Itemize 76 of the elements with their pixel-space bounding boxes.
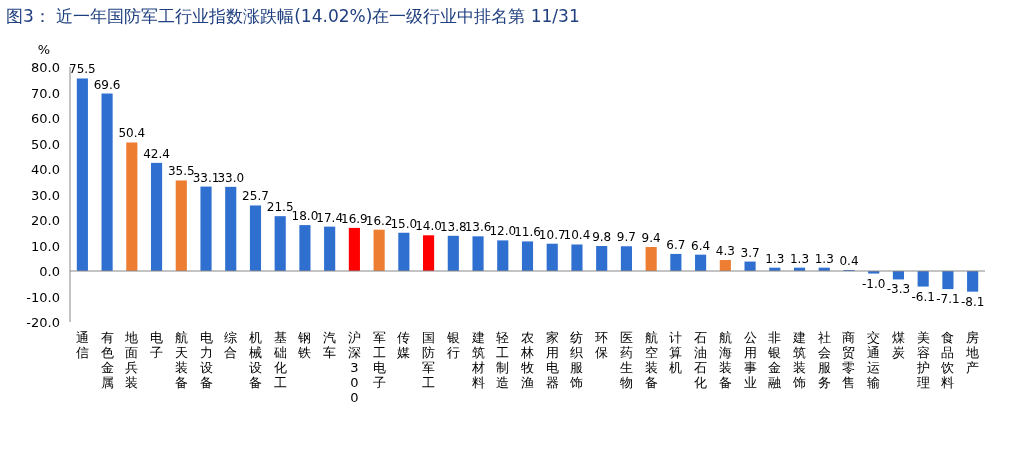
x-tick-label: 交通运输 — [867, 330, 881, 390]
x-tick-label: 汽车 — [323, 330, 337, 360]
y-tick-label: 40.0 — [31, 162, 60, 177]
data-label: 9.7 — [616, 230, 636, 245]
x-tick-label: 美容护理 — [915, 330, 930, 390]
data-label: 11.6 — [514, 225, 541, 240]
x-tick-label: 医药生物 — [619, 330, 633, 390]
data-label: 16.9 — [341, 211, 368, 226]
x-tick-label: 石油石化 — [694, 330, 708, 390]
data-label: 21.5 — [266, 200, 294, 215]
y-tick-label: 60.0 — [31, 111, 60, 126]
x-tick-label: 房地产 — [965, 330, 980, 375]
data-label: -1.0 — [862, 276, 886, 291]
x-tick-label: 建筑装饰 — [792, 330, 807, 390]
data-label: -7.1 — [936, 292, 960, 307]
data-label: 1.3 — [765, 251, 785, 266]
chart-title: 图3： 近一年国防军工行业指数涨跌幅(14.02%)在一级行业中排名第 11/31 — [6, 6, 580, 26]
x-tick-label: 社会服务 — [817, 330, 831, 390]
x-tick-label: 传媒 — [397, 330, 411, 360]
x-tick-label: 公用事业 — [743, 330, 757, 390]
y-tick-label: 10.0 — [31, 238, 60, 254]
data-label: 69.6 — [93, 77, 121, 92]
y-tick-label: 0.0 — [39, 264, 60, 279]
x-tick-label: 航空装备 — [644, 330, 658, 390]
data-label: 9.8 — [592, 230, 612, 245]
x-tick-label: 电子 — [150, 330, 164, 360]
x-tick-label: 银行 — [445, 330, 460, 360]
data-label: 3.7 — [740, 245, 760, 260]
y-axis-title: % — [37, 42, 51, 57]
y-tick-label: 50.0 — [31, 136, 60, 152]
data-label: -3.3 — [886, 282, 911, 297]
x-tick-label: 食品饮料 — [940, 330, 955, 390]
x-tick-label: 商贸零售 — [842, 330, 856, 390]
x-tick-label: 综合 — [224, 330, 238, 360]
x-tick-label: 地面兵装 — [124, 330, 139, 390]
x-tick-label: 沪深300 — [347, 330, 361, 405]
x-tick-label: 钢铁 — [297, 330, 312, 360]
y-tick-label: -10.0 — [26, 289, 60, 305]
y-tick-label: 20.0 — [31, 213, 60, 228]
data-label: 50.4 — [118, 126, 146, 141]
x-tick-label: 非银金融 — [767, 330, 782, 390]
data-label: 33.0 — [217, 170, 245, 185]
x-tick-label: 家用电器 — [545, 330, 559, 390]
x-tick-label: 国防军工 — [422, 330, 436, 390]
x-tick-label: 军工电子 — [372, 330, 386, 390]
x-tick-label: 农林牧渔 — [520, 330, 534, 390]
y-tick-label: 70.0 — [31, 85, 60, 101]
data-label: -8.1 — [960, 294, 985, 309]
x-tick-label: 基础化工 — [272, 330, 287, 390]
x-tick-label: 轻工制造 — [496, 330, 510, 390]
x-tick-label: 环保 — [595, 330, 609, 360]
data-label: 1.3 — [789, 251, 810, 266]
data-label: 9.4 — [641, 231, 661, 246]
data-label: 75.5 — [69, 62, 96, 77]
data-label: 6.7 — [666, 237, 686, 252]
x-tick-label: 计算机 — [669, 330, 683, 375]
data-label: -6.1 — [911, 289, 935, 304]
y-tick-label: -20.0 — [26, 315, 60, 330]
data-label: 6.4 — [691, 238, 711, 253]
data-label: 1.3 — [814, 251, 834, 266]
x-tick-label: 机械设备 — [248, 330, 262, 390]
x-tick-label: 建筑材料 — [470, 330, 485, 390]
x-tick-label: 煤炭 — [891, 330, 905, 360]
x-tick-label: 航天装备 — [174, 330, 188, 390]
data-label: 0.4 — [839, 253, 859, 268]
data-label: 35.5 — [167, 164, 195, 179]
data-label: 42.4 — [143, 146, 170, 161]
data-label: 14.0 — [415, 219, 442, 234]
x-tick-label: 有色金属 — [100, 330, 114, 390]
x-tick-label: 纺织服饰 — [569, 330, 584, 390]
y-tick-label: 80.0 — [31, 60, 60, 75]
x-tick-label: 航海装备 — [718, 330, 732, 390]
data-label: 4.3 — [715, 244, 735, 259]
x-tick-label: 通信 — [75, 330, 89, 360]
x-tick-label: 电力设备 — [199, 330, 213, 390]
y-tick-label: 30.0 — [31, 187, 60, 203]
